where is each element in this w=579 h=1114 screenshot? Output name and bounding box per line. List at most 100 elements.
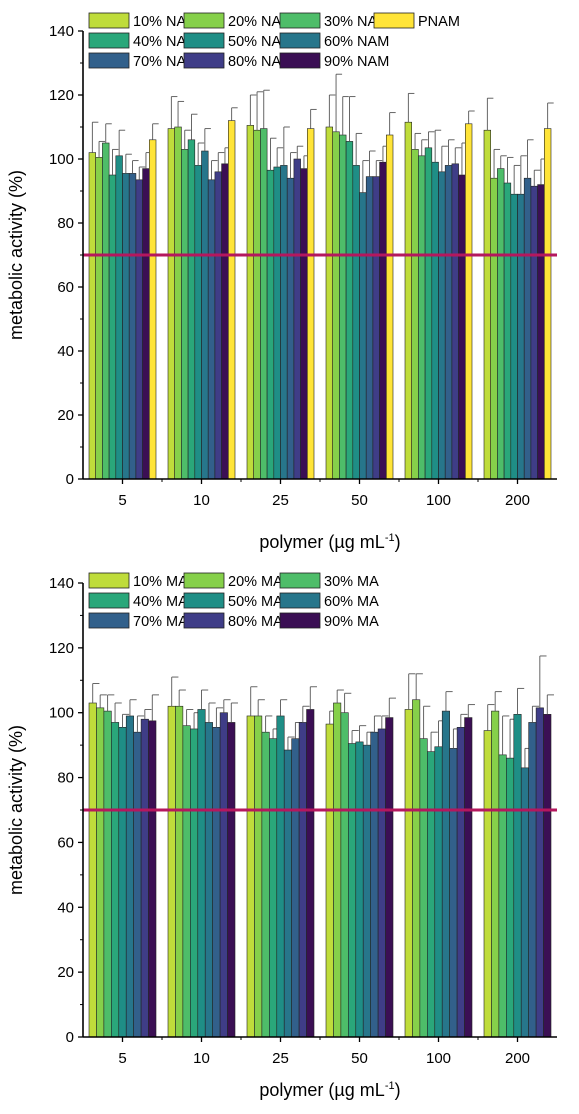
legend-label-1-1: 10% NAM (133, 14, 198, 30)
bar-1-5-6 (122, 173, 130, 480)
legend-swatch-2-7 (88, 612, 130, 629)
x-tick-label-1-5: 5 (118, 492, 126, 509)
bar-2-50-5 (355, 741, 364, 1038)
legend-swatch-2-9 (279, 612, 321, 629)
y-tick-label-1-20: 20 (57, 407, 74, 424)
bar-2-100-7 (449, 748, 458, 1038)
bar-2-5-9 (148, 720, 157, 1038)
bar-1-200-3 (497, 168, 505, 480)
legend-swatch-2-8 (183, 612, 225, 629)
bar-1-100-6 (438, 171, 446, 480)
bar-2-100-8 (456, 727, 465, 1038)
bar-1-5-9 (142, 168, 150, 480)
bar-1-5-10 (149, 139, 157, 480)
x-tick-label-1-200: 200 (505, 492, 530, 509)
legend-label-1-10: PNAM (418, 14, 460, 30)
bar-1-25-5 (273, 166, 281, 480)
y-axis-title-2: metabolic activity (%) (6, 725, 26, 895)
x-tick-label-2-50: 50 (351, 1050, 368, 1067)
y-tick-label-1-80: 80 (57, 215, 74, 232)
bar-2-5-8 (140, 718, 149, 1038)
bar-2-10-5 (197, 709, 206, 1038)
bar-1-50-1 (325, 126, 333, 480)
bar-2-25-7 (291, 738, 300, 1038)
bar-2-5-2 (96, 707, 105, 1038)
bar-1-25-8 (293, 158, 301, 480)
bar-2-100-1 (404, 709, 413, 1038)
x-tick-label-2-10: 10 (193, 1050, 210, 1067)
bar-1-100-1 (404, 121, 412, 480)
bar-1-5-4 (108, 174, 117, 480)
legend-label-2-3: 30% MA (324, 574, 379, 590)
legend-swatch-1-8 (183, 52, 225, 69)
bar-1-100-9 (458, 174, 466, 480)
bar-1-10-2 (174, 126, 182, 480)
bar-2-200-1 (483, 730, 492, 1038)
bar-2-5-5 (118, 727, 127, 1038)
legend-swatch-1-9 (279, 52, 321, 69)
legend-label-2-6: 60% MA (324, 594, 379, 610)
legend-label-2-7: 70% MA (133, 614, 188, 630)
legend-label-1-6: 60% NAM (324, 34, 389, 50)
bar-1-10-4 (187, 139, 196, 480)
x-tick-label-2-200: 200 (505, 1050, 530, 1067)
bar-2-200-6 (520, 767, 529, 1038)
bar-1-25-6 (280, 165, 288, 480)
y-tick-label-1-60: 60 (57, 279, 74, 296)
bar-1-50-7 (365, 176, 374, 480)
bar-2-10-9 (227, 722, 236, 1038)
bar-2-50-9 (385, 717, 394, 1038)
bar-2-5-3 (103, 710, 112, 1038)
bar-2-200-5 (513, 714, 522, 1038)
bar-1-200-1 (483, 129, 491, 480)
y-tick-label-1-120: 120 (49, 87, 74, 104)
bar-1-200-2 (490, 177, 498, 480)
bar-1-50-10 (385, 134, 394, 480)
bar-1-10-9 (221, 163, 229, 480)
bar-1-100-7 (444, 165, 453, 480)
bar-1-200-4 (503, 182, 512, 480)
bar-1-25-1 (246, 125, 254, 480)
bar-2-50-6 (362, 744, 371, 1038)
bar-2-5-6 (125, 715, 134, 1038)
legend-swatch-2-1 (88, 572, 130, 589)
bar-1-100-10 (464, 123, 473, 480)
legend-label-1-9: 90% NAM (324, 54, 389, 70)
bar-1-10-8 (214, 171, 222, 480)
bar-1-200-10 (543, 128, 552, 480)
bar-2-100-2 (412, 699, 421, 1038)
x-tick-label-1-25: 25 (272, 492, 289, 509)
y-tick-label-2-100: 100 (49, 705, 74, 722)
chart-panel-1: 0 20 40 60 80 100 120 140 5 10 25 50 100 200 polymer (… (6, 12, 557, 552)
legend-swatch-1-2 (183, 12, 225, 29)
bar-1-50-6 (359, 192, 367, 480)
bar-2-100-6 (441, 710, 450, 1038)
x-tick-label-2-25: 25 (272, 1050, 289, 1067)
bar-1-200-8 (530, 185, 538, 480)
legend-label-1-4: 40% NAM (133, 34, 198, 50)
bar-2-25-8 (298, 722, 307, 1038)
x-tick-label-1-100: 100 (426, 492, 451, 509)
bar-2-100-5 (434, 746, 443, 1038)
bar-1-25-7 (286, 177, 295, 480)
bar-1-5-3 (102, 142, 110, 480)
bar-2-10-2 (175, 705, 184, 1038)
bar-1-5-7 (128, 173, 137, 480)
bar-2-50-1 (325, 723, 334, 1038)
bar-1-10-5 (194, 165, 202, 480)
bar-2-5-7 (133, 731, 142, 1038)
bar-1-25-9 (300, 168, 308, 480)
bar-2-25-2 (254, 715, 263, 1038)
bar-1-200-6 (517, 193, 525, 480)
legend-label-2-8: 80% MA (228, 614, 283, 630)
bar-1-10-6 (201, 150, 209, 480)
legend-label-1-5: 50% NAM (228, 34, 293, 50)
bar-1-100-4 (424, 147, 433, 480)
bar-2-10-8 (219, 712, 228, 1038)
bar-2-200-8 (535, 707, 544, 1038)
x-tick-label-2-100: 100 (426, 1050, 451, 1067)
bar-1-100-5 (431, 161, 439, 480)
legend-swatch-2-5 (183, 592, 225, 609)
